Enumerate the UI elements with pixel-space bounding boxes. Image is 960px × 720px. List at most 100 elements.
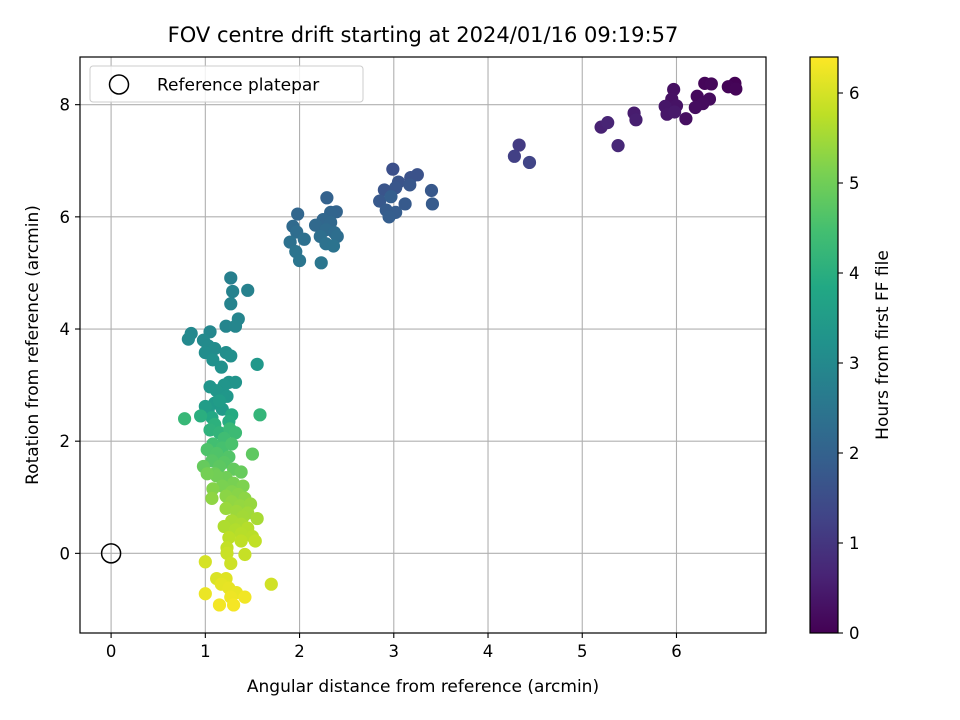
legend-label: Reference platepar [157, 76, 319, 96]
scatter-point [688, 100, 702, 115]
scatter-point [210, 384, 224, 398]
scatter-point [205, 491, 219, 505]
scatter-point [194, 409, 208, 423]
scatter-point [386, 162, 400, 176]
colorbar-tick-label: 3 [849, 354, 860, 373]
plot-frame [79, 56, 767, 634]
scatter-point [704, 77, 718, 91]
scatter-point [253, 408, 267, 422]
scatter-point [611, 139, 625, 153]
scatter-point [219, 319, 233, 333]
colorbar-label: Hours from first FF file [873, 250, 893, 440]
scatter-point [679, 112, 693, 126]
scatter-point [228, 319, 243, 333]
y-tick-label: 0 [60, 544, 71, 563]
scatter-point [234, 465, 248, 479]
scatter-point [212, 394, 227, 408]
x-tick-label: 5 [577, 642, 588, 661]
scatter-point [214, 360, 228, 374]
scatter-point [226, 284, 240, 299]
colorbar-tick-label: 6 [849, 84, 860, 103]
scatter-point [200, 467, 214, 481]
x-tick-label: 1 [200, 642, 211, 661]
scatter-point [177, 412, 192, 426]
x-tick-label: 0 [106, 642, 117, 661]
legend-box [89, 65, 364, 103]
scatter-point [248, 534, 262, 548]
scatter-point [297, 232, 311, 246]
reference-platepar-marker [100, 543, 122, 564]
scatter-point [308, 218, 323, 232]
scatter-point [238, 547, 252, 562]
colorbar-tick-label: 4 [849, 264, 860, 283]
scatter-point [320, 191, 334, 205]
colorbar-tick-label: 2 [849, 444, 860, 463]
y-axis-label: Rotation from reference (arcmin) [23, 205, 43, 485]
scatter-point [425, 197, 440, 211]
scatter-point [283, 235, 297, 249]
colorbar-ticks: 0 1 2 3 4 5 6 [838, 84, 860, 643]
scatter-point [234, 534, 248, 548]
scatter-point [241, 283, 255, 297]
scatter-point [667, 105, 682, 119]
scatter-point [250, 357, 264, 371]
scatter-point [226, 598, 241, 612]
x-axis-label: Angular distance from reference (arcmin) [247, 677, 599, 697]
y-tick-label: 4 [60, 320, 71, 339]
x-axis-ticks: 0 1 2 3 4 5 6 [106, 633, 682, 661]
scatter-point [292, 253, 307, 268]
reference-layer [100, 543, 122, 564]
scatter-point [217, 519, 231, 534]
scatter-point [729, 82, 743, 96]
y-tick-label: 2 [60, 432, 71, 451]
scatter-point [181, 332, 195, 346]
colorbar-tick-label: 5 [849, 174, 860, 193]
scatter-point [224, 271, 238, 285]
legend-marker-open-circle [108, 74, 130, 95]
scatter-point [222, 531, 236, 545]
colorbar: 0 1 2 3 4 5 6 Hours from first FF file [809, 56, 893, 643]
scatter-point [507, 149, 522, 163]
scatter-point [382, 210, 396, 224]
colorbar-tick-label: 1 [849, 534, 860, 553]
scatter-point [228, 426, 243, 440]
scatter-point [264, 577, 278, 591]
chart-title: FOV centre drift starting at 2024/01/16 … [168, 23, 679, 47]
colorbar-gradient [810, 57, 838, 633]
scatter-point [601, 116, 615, 130]
scatter-point [314, 256, 328, 270]
scatter-point [424, 183, 439, 198]
scatter-point [384, 190, 398, 204]
scatter-point [238, 590, 252, 604]
x-tick-label: 4 [483, 642, 494, 661]
y-axis-ticks: 0 2 4 6 8 [60, 96, 80, 563]
scatter-point [403, 178, 417, 192]
scatter-point [206, 482, 220, 496]
scatter-point [522, 155, 537, 170]
legend: Reference platepar [89, 65, 364, 103]
scatter-point [198, 587, 212, 601]
scatter-point [512, 138, 526, 152]
scatter-point [225, 437, 239, 451]
scatter-point [291, 207, 305, 221]
y-tick-label: 8 [60, 96, 71, 115]
scatter-point [224, 556, 238, 571]
colorbar-frame [809, 56, 839, 634]
scatter-point [198, 555, 212, 569]
x-tick-label: 6 [671, 642, 682, 661]
scatter-point [629, 113, 643, 127]
x-tick-label: 2 [294, 642, 305, 661]
y-tick-label: 6 [60, 208, 71, 227]
scatter-point [250, 511, 264, 526]
colorbar-tick-label: 0 [849, 624, 860, 643]
x-tick-label: 3 [389, 642, 400, 661]
scatter-points [177, 76, 743, 612]
scatter-point [219, 501, 233, 516]
scatter-point [224, 297, 238, 311]
scatter-point [245, 447, 260, 461]
scatter-point [224, 349, 238, 363]
scatter-point [398, 197, 412, 211]
scatter-point [228, 375, 243, 389]
